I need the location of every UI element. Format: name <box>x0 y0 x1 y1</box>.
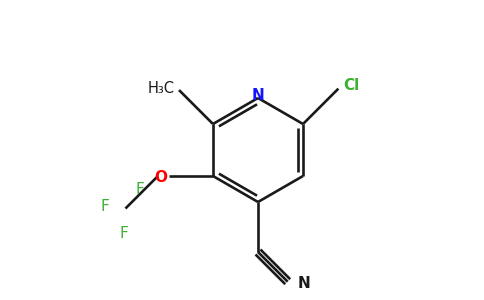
Text: Cl: Cl <box>343 78 360 93</box>
Text: H₃C: H₃C <box>148 81 175 96</box>
Text: F: F <box>119 226 128 241</box>
Text: N: N <box>298 276 310 291</box>
Text: F: F <box>136 182 144 196</box>
Text: N: N <box>252 88 264 103</box>
Text: O: O <box>154 169 167 184</box>
Text: F: F <box>101 199 109 214</box>
